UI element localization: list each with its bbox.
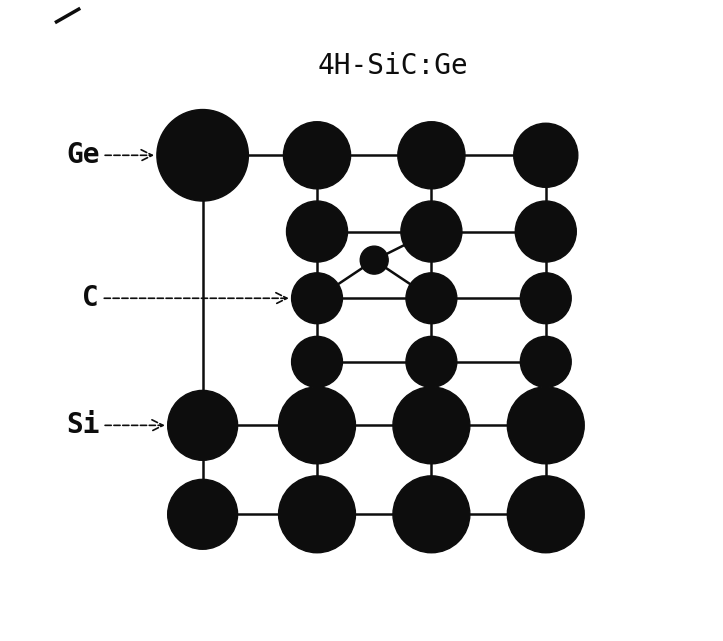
Circle shape xyxy=(393,387,470,464)
Circle shape xyxy=(278,476,356,553)
Circle shape xyxy=(514,123,578,187)
Circle shape xyxy=(406,337,457,387)
Circle shape xyxy=(508,387,584,464)
Circle shape xyxy=(168,479,238,549)
Text: Si: Si xyxy=(66,412,163,439)
Circle shape xyxy=(521,273,571,324)
Text: Ge: Ge xyxy=(66,141,153,169)
Circle shape xyxy=(398,122,465,189)
Circle shape xyxy=(406,273,457,324)
Circle shape xyxy=(291,337,343,387)
Circle shape xyxy=(508,476,584,553)
Circle shape xyxy=(393,476,470,553)
Text: 4H-SiC:Ge: 4H-SiC:Ge xyxy=(318,53,469,80)
Circle shape xyxy=(515,201,576,262)
Circle shape xyxy=(278,387,356,464)
Circle shape xyxy=(521,337,571,387)
Circle shape xyxy=(168,390,238,460)
Text: C: C xyxy=(82,284,287,312)
Circle shape xyxy=(157,110,249,201)
Circle shape xyxy=(360,246,388,274)
Circle shape xyxy=(291,273,343,324)
Circle shape xyxy=(401,201,462,262)
Circle shape xyxy=(286,201,348,262)
Circle shape xyxy=(283,122,351,189)
